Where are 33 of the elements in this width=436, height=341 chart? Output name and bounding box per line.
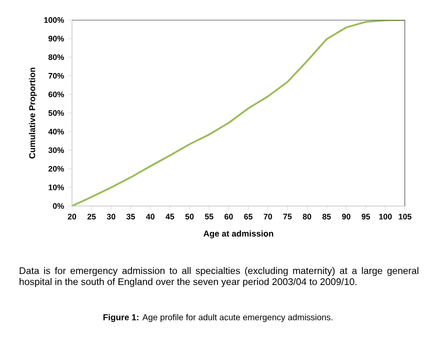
x-tick-label: 20 — [68, 214, 76, 220]
y-tick-label: 90% — [48, 36, 64, 42]
y-tick-label: 100% — [44, 17, 64, 23]
x-tick-label: 85 — [322, 214, 331, 220]
x-tick-label: 30 — [106, 214, 116, 220]
y-tick-label: 20% — [48, 166, 64, 172]
x-tick-label: 60 — [224, 214, 233, 220]
x-tick-label: 25 — [87, 214, 96, 220]
y-tick-label: 0% — [52, 203, 64, 209]
x-tick-label: 55 — [204, 214, 214, 220]
x-tick-label: 105 — [398, 214, 412, 220]
y-tick-label: 30% — [48, 147, 64, 154]
text: Figure 1: Age profile for adult acute emergency admissions. — [103, 314, 332, 322]
y-tick-label: 80% — [48, 54, 64, 60]
x-tick-label: 90 — [342, 214, 350, 220]
x-tick-label: 45 — [166, 214, 174, 220]
x-tick-label: 40 — [146, 214, 154, 220]
x-tick-label: 75 — [283, 214, 292, 220]
x-tick-label: 100 — [379, 214, 392, 220]
x-tick-label: 80 — [302, 214, 312, 220]
x-tick-label: 35 — [126, 214, 135, 220]
y-tick-label: 40% — [48, 128, 64, 134]
x-tick-label: 65 — [244, 214, 253, 220]
y-axis-title: Cumulative Proportion — [28, 68, 37, 158]
x-tick-label: 70 — [264, 214, 272, 220]
x-tick-label: 95 — [362, 214, 370, 220]
y-tick-label: 10% — [48, 184, 64, 190]
y-tick-label: 60% — [48, 92, 64, 98]
x-axis-title: Age at admission — [204, 230, 274, 238]
y-tick-label: 70% — [48, 72, 64, 79]
y-tick-label: 50% — [48, 110, 64, 116]
text: Data is for emergency admission to all specialties (excluding maternity) at a large general hospital in the south of England over the seven year period 2003/04 to 2009/10. — [20, 267, 418, 287]
x-tick-label: 50 — [185, 214, 194, 220]
